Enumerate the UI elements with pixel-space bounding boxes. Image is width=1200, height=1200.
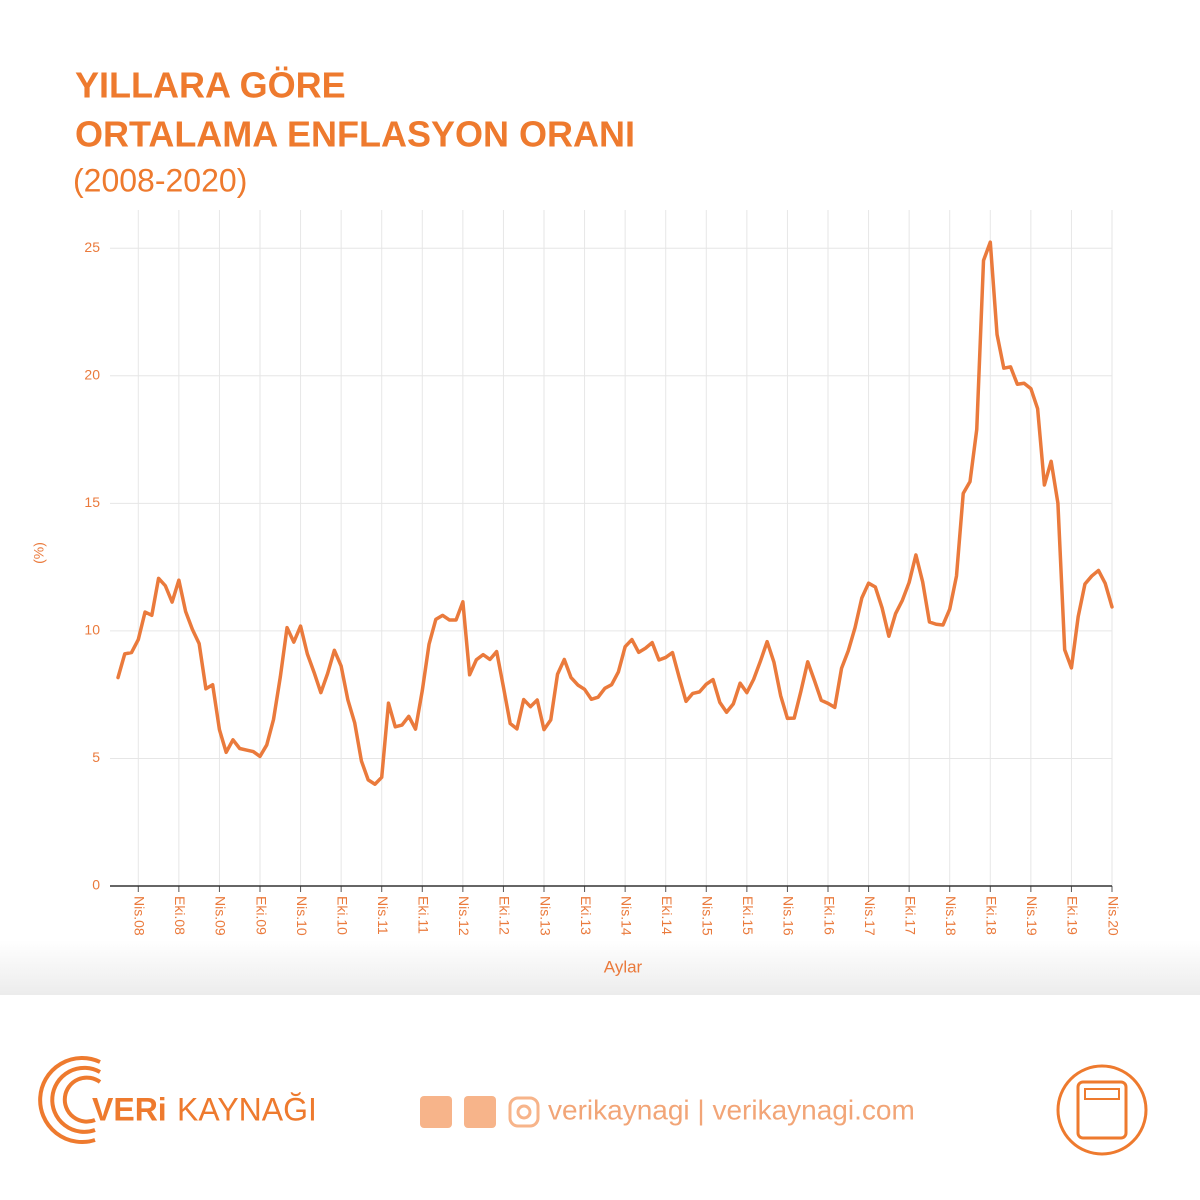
x-tick-label: Eki.08 — [172, 896, 188, 935]
x-tick-label: Nis.16 — [781, 896, 797, 936]
x-tick-label: Nis.15 — [700, 896, 716, 936]
social-text: verikaynagi | verikaynagi.com — [548, 1094, 915, 1125]
x-tick-label: Eki.14 — [659, 896, 675, 935]
x-tick-label: Nis.14 — [618, 896, 634, 936]
x-tick-label: Eki.17 — [902, 896, 918, 935]
y-tick-label: 25 — [84, 239, 100, 255]
x-tick-label: Eki.11 — [416, 896, 432, 934]
logo — [38, 1056, 102, 1144]
x-tick-label: Eki.13 — [578, 896, 594, 935]
x-tick-label: Nis.10 — [294, 896, 310, 936]
twitter-icon[interactable] — [464, 1096, 496, 1128]
chart-title: YILLARA GÖRE — [75, 65, 346, 106]
x-tick-label: Eki.10 — [334, 896, 350, 935]
y-tick-label: 15 — [84, 494, 100, 510]
y-tick-label: 20 — [84, 367, 100, 383]
y-tick-label: 5 — [92, 749, 100, 765]
facebook-icon[interactable] — [420, 1096, 452, 1128]
x-tick-label: Nis.18 — [943, 896, 959, 936]
instagram-icon-lens — [516, 1104, 532, 1120]
x-tick-label: Nis.08 — [132, 896, 148, 936]
x-tick-label: Nis.17 — [862, 896, 878, 936]
x-tick-label: Eki.09 — [253, 896, 269, 935]
x-tick-label: Nis.19 — [1024, 896, 1040, 936]
calculator-body — [1076, 1080, 1128, 1140]
shadow-band — [0, 940, 1200, 995]
y-axis-label: (%) — [31, 542, 47, 564]
line-series — [116, 240, 1114, 786]
chart-subtitle: (2008-2020) — [73, 162, 247, 198]
x-axis-label: Aylar — [604, 957, 643, 976]
x-tick-label: Nis.11 — [375, 896, 391, 935]
x-tick-label: Eki.16 — [821, 896, 837, 935]
x-tick-label: Eki.18 — [984, 896, 1000, 935]
calculator-screen — [1084, 1088, 1120, 1100]
y-tick-label: 0 — [92, 877, 100, 893]
x-tick-label: Nis.20 — [1105, 896, 1121, 936]
x-tick-label: Eki.12 — [497, 896, 513, 935]
y-tick-label: 10 — [84, 622, 100, 638]
x-tick-label: Eki.19 — [1065, 896, 1081, 935]
brand-bold: VERi — [92, 1091, 167, 1127]
brand-light: KAYNAĞI — [177, 1091, 317, 1127]
x-tick-label: Nis.12 — [456, 896, 472, 936]
x-tick-label: Nis.13 — [537, 896, 553, 936]
x-tick-label: Nis.09 — [213, 896, 229, 936]
x-tick-label: Eki.15 — [740, 896, 756, 935]
calculator-icon — [1056, 1064, 1148, 1156]
chart-title: ORTALAMA ENFLASYON ORANI — [75, 114, 635, 155]
plot: 0 5 10 15 20 25 Nis.08 Eki.08 Nis.09 Eki.09 Nis.10… — [84, 210, 1121, 936]
instagram-icon[interactable] — [508, 1096, 540, 1128]
